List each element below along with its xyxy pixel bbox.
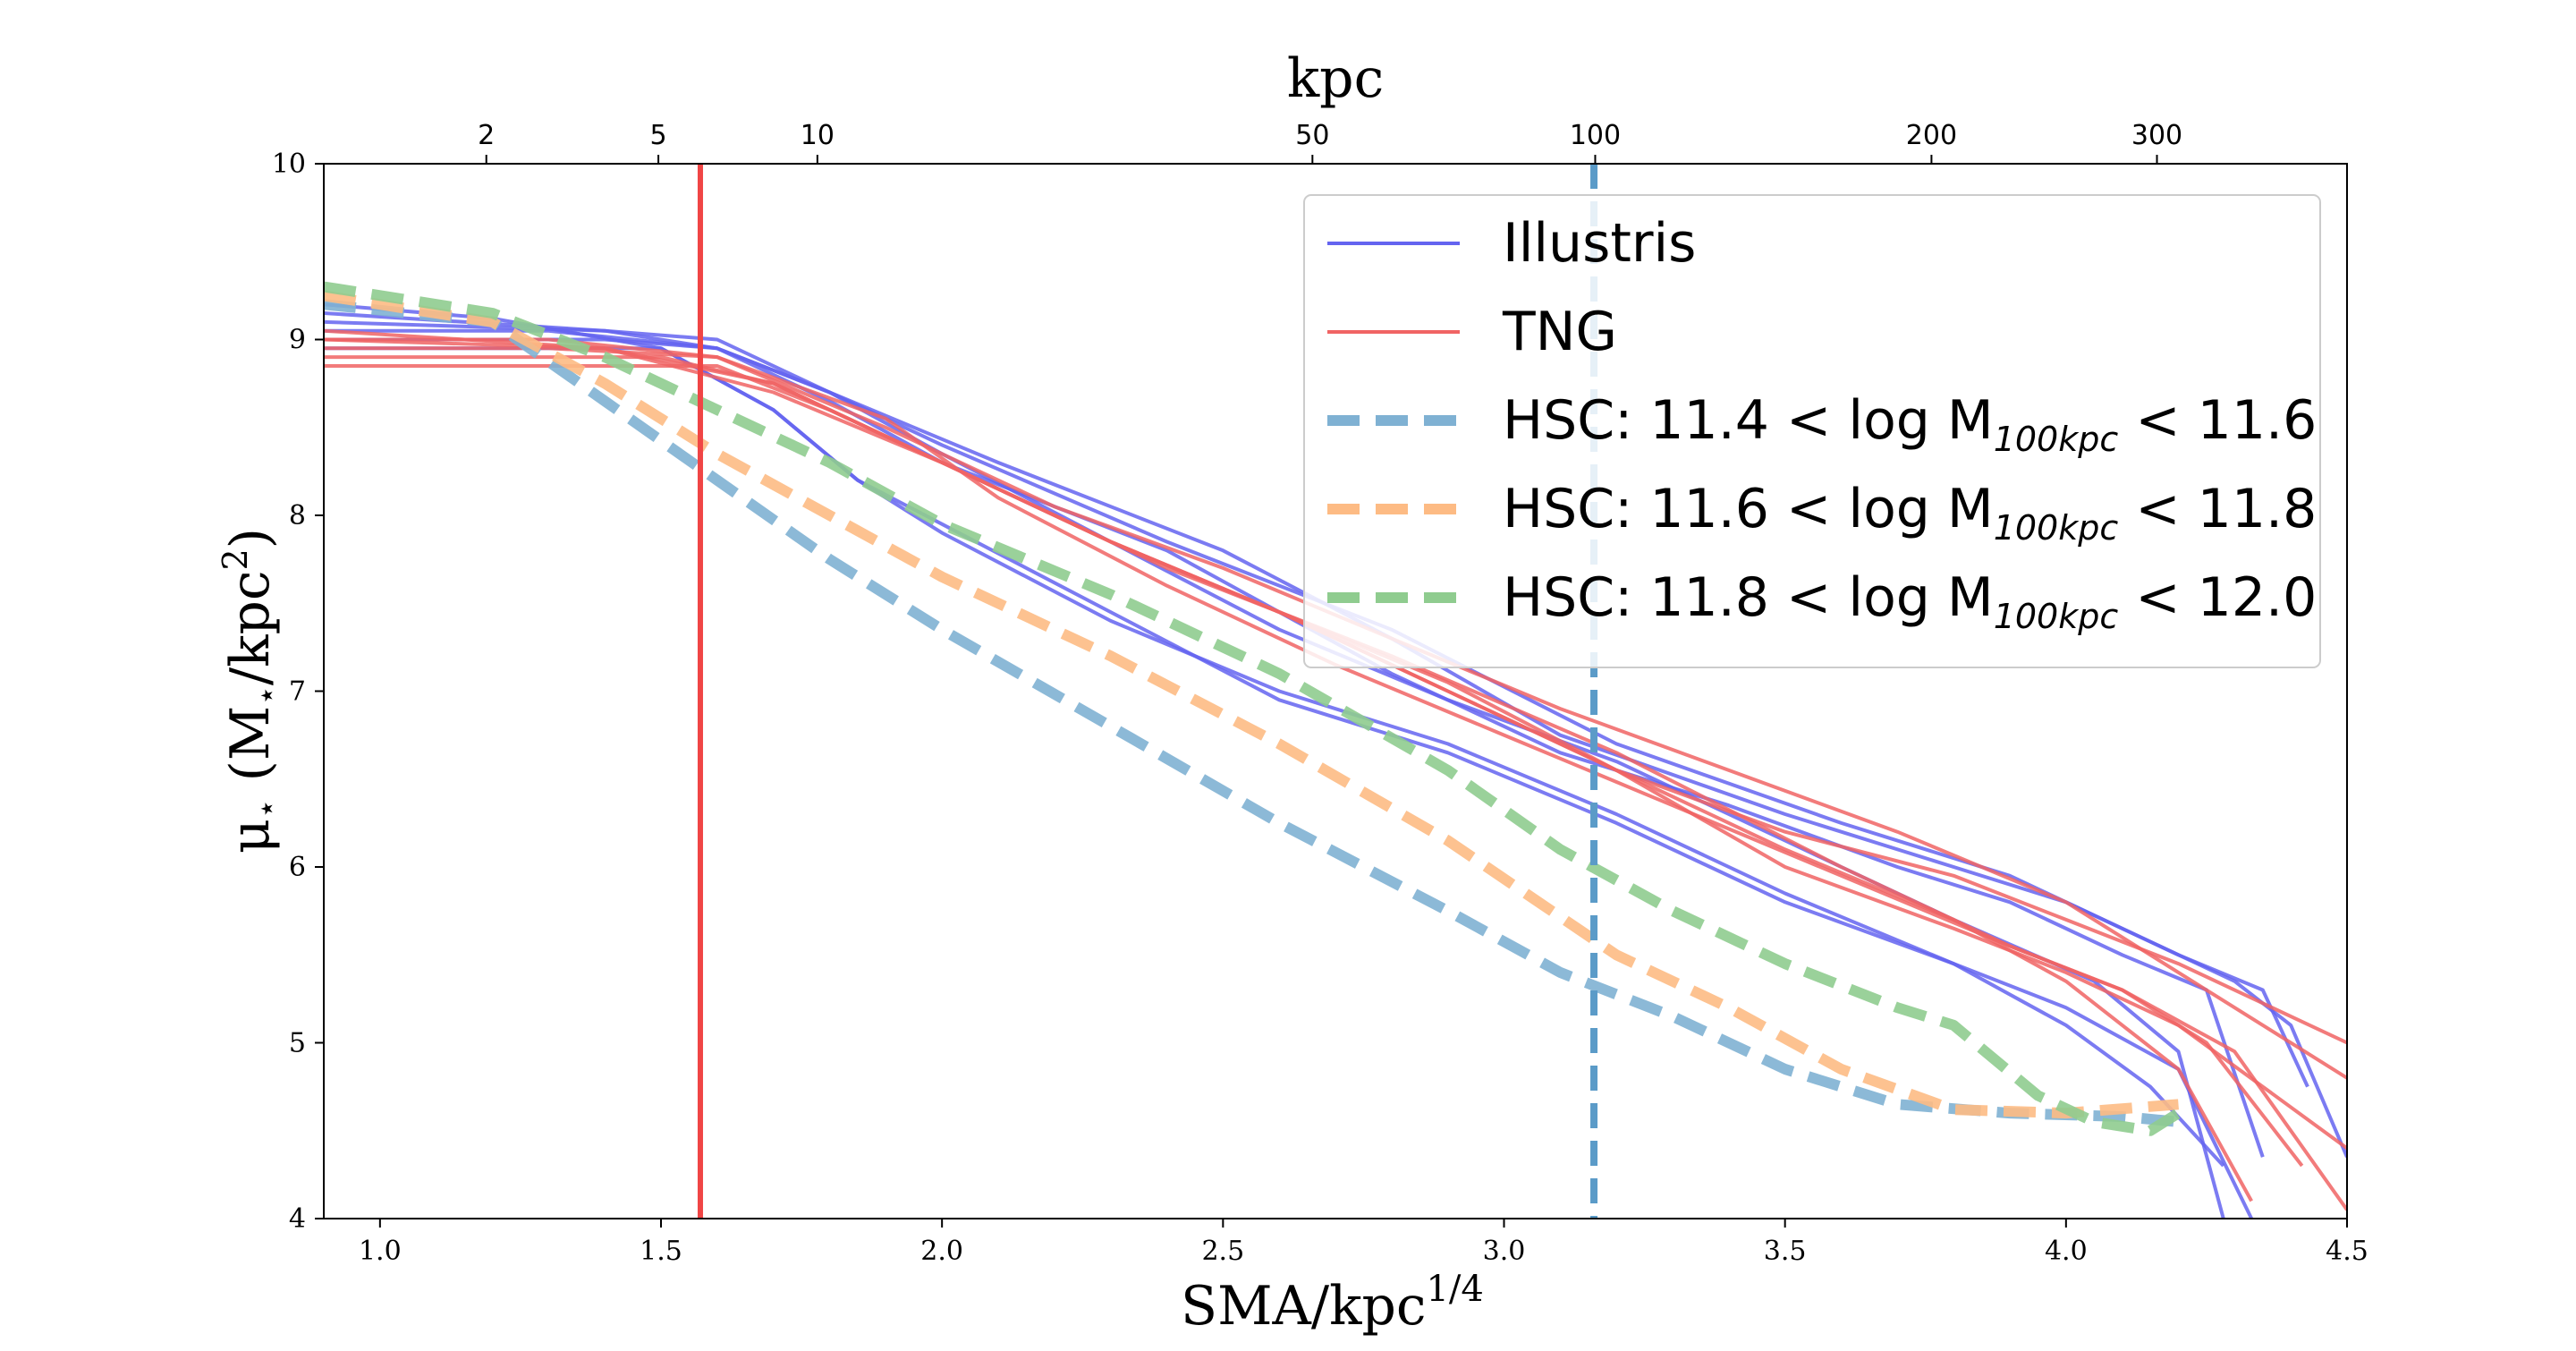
y-tick-label: 9 [289,325,306,356]
legend-label: HSC: 11.4 < log M100kpc < 11.6 [1503,389,2317,459]
top-tick-label: 10 [801,120,835,151]
x-tick-label: 2.0 [920,1236,963,1267]
x-tick-label: 4.5 [2326,1236,2368,1267]
top-tick-label: 5 [650,120,667,151]
top-tick-label: 300 [2131,120,2182,151]
y-tick-label: 6 [289,852,306,883]
x-tick-label: 2.5 [1201,1236,1244,1267]
y-axis-title: μ⋆ (M⋆/kpc2) [216,528,285,854]
series-line-hsc-11-4-11-6-12 [324,299,2180,1127]
legend-label: TNG [1502,301,1617,363]
legend: Illustris TNG HSC: 11.4 < log M100kpc < 11… [1303,194,2321,668]
y-tick-label: 8 [289,500,306,531]
x-tick-label: 4.0 [2045,1236,2088,1267]
x-tick-label: 3.5 [1764,1236,1807,1267]
axes: 1.0 1.5 2.0 2.5 3.0 3.5 4.0 4.5 4 5 6 7 8 9 10 2 5 10 50 10… [272,120,2368,1267]
series-line-tng-11 [324,355,2347,1045]
top-tick-label: 100 [1570,120,1621,151]
y-tick-label: 7 [289,676,306,708]
legend-label: HSC: 11.8 < log M100kpc < 12.0 [1503,566,2317,636]
legend-label: HSC: 11.6 < log M100kpc < 11.8 [1503,478,2317,548]
legend-label: Illustris [1503,212,1696,275]
reference-lines [697,164,1598,1219]
series-line-tng-9 [324,328,2253,1202]
y-tick-label: 10 [272,149,306,180]
series-line-hsc-11-6-11-8-13 [324,290,2179,1119]
legend-box [1303,194,2321,668]
series-line-tng-10 [324,346,2304,1168]
top-tick-label: 200 [1906,120,1957,151]
y-tick-label: 5 [289,1028,306,1059]
top-tick-label: 50 [1295,120,1329,151]
y-tick-label: 4 [289,1203,306,1235]
top-tick-label: 2 [478,120,495,151]
x-tick-label: 3.0 [1483,1236,1526,1267]
x-tick-label: 1.5 [640,1236,682,1267]
x-axis-title: SMA/kpc1/4 [1181,1269,1484,1338]
top-axis-title: kpc [1287,47,1384,110]
x-tick-label: 1.0 [359,1236,402,1267]
